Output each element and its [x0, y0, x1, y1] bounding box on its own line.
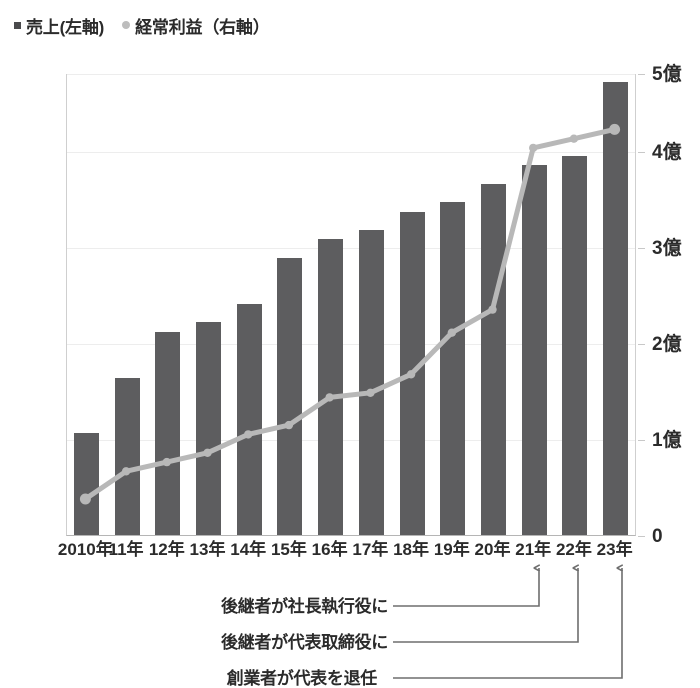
bar-20年 [481, 183, 506, 535]
leader-line-2 [393, 568, 578, 643]
annotation-label-1: 後継者が社長執行役に [221, 597, 388, 616]
x-axis-tick-11年: 11年 [108, 540, 144, 559]
x-axis-tick-2010年: 2010年 [57, 540, 113, 559]
right-axis-tickmark [638, 152, 645, 153]
right-axis-tickmark [638, 344, 645, 345]
x-axis-tick-18年: 18年 [393, 540, 430, 559]
x-axis-tick-22年: 22年 [555, 540, 592, 559]
bar-11年 [114, 377, 140, 535]
x-axis-tick-14年: 14年 [230, 540, 267, 559]
x-axis-tick-23年: 23年 [596, 540, 633, 559]
y-axis-right-tick-3: 3億 [652, 238, 682, 259]
right-axis-tickmark [638, 248, 645, 249]
gridline [67, 440, 635, 441]
bar-22年 [562, 156, 588, 535]
x-axis-tick-19年: 19年 [433, 540, 470, 559]
bar-12年 [155, 331, 181, 535]
leader-line-1 [393, 568, 539, 607]
legend-item-sales: 売上(左軸) [14, 13, 104, 38]
bar-21年 [521, 165, 547, 535]
chart-legend: 売上(左軸) 経常利益（右軸） [14, 12, 270, 38]
annotation-label-2: 後継者が代表取締役に [221, 633, 388, 652]
bar-23年 [603, 82, 629, 535]
gridline [67, 248, 635, 249]
bar-18年 [399, 211, 425, 535]
x-axis-tick-15年: 15年 [270, 540, 307, 559]
gridline [67, 74, 635, 75]
bar-14年 [236, 304, 262, 535]
x-axis-tick-12年: 12年 [148, 540, 185, 559]
annotation-group: 後継者が社長執行役に 後継者が代表取締役に 創業者が代表を退任 [0, 560, 700, 687]
x-axis-tick-16年: 16年 [311, 540, 348, 559]
bar-13年 [196, 322, 221, 535]
x-axis-tick-20年: 20年 [474, 540, 511, 559]
bar-17年 [358, 230, 384, 535]
right-axis-tickmark [638, 74, 645, 75]
right-axis-tickmark [638, 440, 645, 441]
legend-label-ordinary-profit: 経常利益（右軸） [135, 17, 270, 37]
gridline [67, 344, 635, 345]
bar-16年 [318, 239, 344, 535]
annotation-label-3: 創業者が代表を退任 [226, 669, 378, 688]
y-axis-right-tick-4: 4億 [652, 142, 682, 163]
leader-line-3 [393, 568, 622, 679]
y-axis-right-tick-1: 1億 [652, 430, 682, 451]
square-marker-icon [14, 21, 21, 29]
legend-label-sales: 売上(左軸) [26, 17, 105, 37]
x-axis-tick-13年: 13年 [189, 540, 226, 559]
y-axis-right-tick-5: 5億 [652, 64, 682, 85]
bar-15年 [277, 257, 303, 535]
gridline [67, 152, 635, 153]
y-axis-right-tick-2: 2億 [652, 334, 682, 355]
x-axis-tick-21年: 21年 [515, 540, 552, 559]
circle-marker-icon [122, 21, 131, 29]
chart-plot-area: 0 10億 20億 30億 40億 50億 0 1億 2億 3億 4億 5億 2… [57, 64, 682, 559]
annotation-leader-lines [393, 560, 700, 679]
x-axis-tick-17年: 17年 [352, 540, 389, 559]
legend-item-ordinary-profit: 経常利益（右軸） [122, 13, 270, 38]
bar-19年 [440, 202, 466, 535]
y-axis-right-tick-0: 0 [652, 526, 663, 547]
right-axis-tickmark [638, 536, 645, 537]
plot-box [66, 74, 636, 536]
bar-2010年 [73, 433, 99, 535]
